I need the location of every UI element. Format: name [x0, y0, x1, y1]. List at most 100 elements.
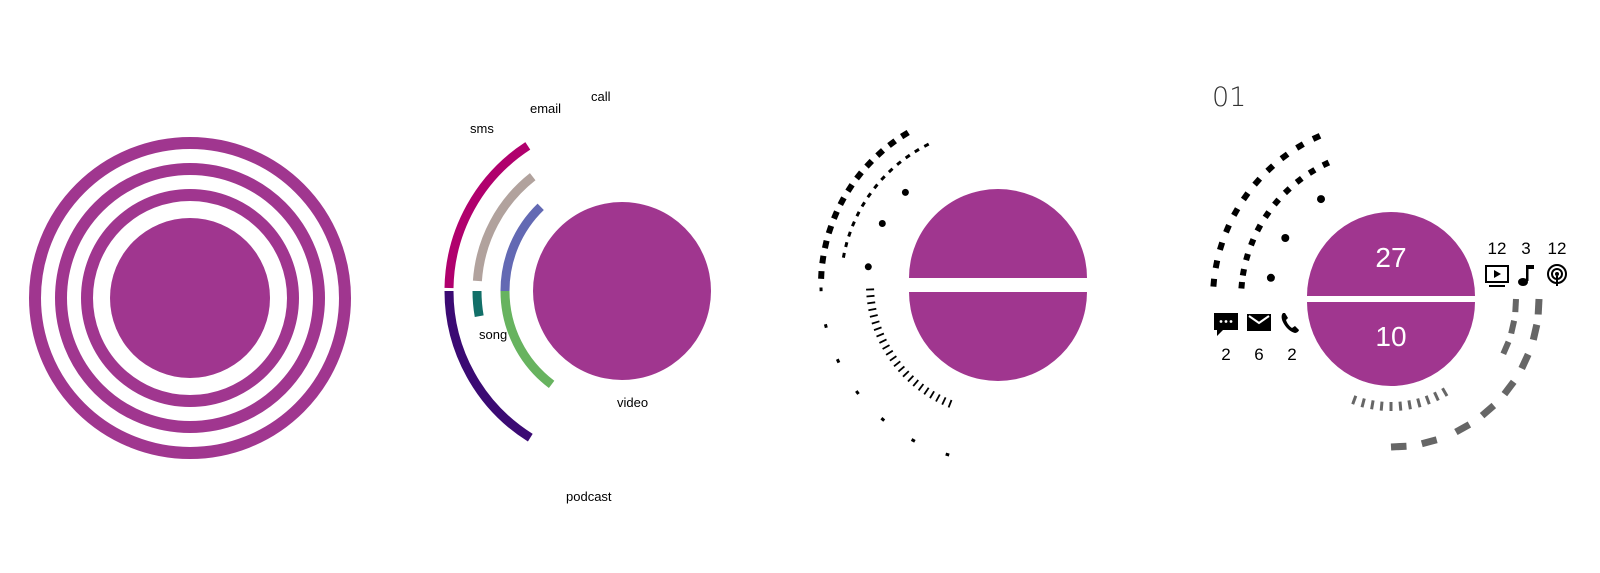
inner-lower-arc-tick [873, 326, 882, 331]
envelope-icon [1247, 314, 1271, 331]
category-arcs-diagram: sms email call song video podcast [444, 89, 711, 504]
video-arc-tick [1379, 401, 1384, 411]
label-podcast: podcast [566, 489, 612, 504]
ring-outer [29, 137, 351, 459]
email-arc-dash [1294, 176, 1304, 185]
ring-inner [81, 189, 299, 407]
email-arc-dash [1307, 167, 1317, 176]
podcast-arc-dash [1518, 352, 1532, 370]
outer-arc-dash [854, 170, 864, 181]
inner-arc-dot [864, 263, 872, 271]
label-video: video [617, 395, 648, 410]
sms-arc-dash [1252, 176, 1263, 187]
email-arc-dash [1239, 268, 1247, 277]
outer-arc-dash [875, 148, 886, 158]
middle-arc-dash [914, 148, 920, 154]
arc-sms [444, 142, 531, 289]
middle-arc-dash [904, 153, 911, 160]
bottom-value: 10 [1375, 321, 1406, 352]
inner-lower-arc-tick [917, 383, 925, 391]
outer-arc-dash [831, 210, 840, 220]
sms-arc-dash [1212, 259, 1221, 269]
middle-arc-dash [866, 192, 872, 199]
arc-call [500, 203, 544, 292]
song-arc-dash [1500, 340, 1512, 355]
sms-arc-dash [1210, 278, 1218, 287]
podcast-arc-dash [1529, 323, 1541, 341]
sms-arc-dash [1231, 207, 1241, 217]
outer-arc-dash [900, 129, 910, 140]
video-arc-tick [1416, 398, 1422, 408]
sms-arc-dash [1240, 191, 1251, 202]
video-arc-tick [1370, 400, 1375, 410]
disc-top-half [1307, 212, 1475, 296]
outer-arc-dash [825, 224, 835, 235]
count-song: 3 [1521, 239, 1530, 258]
middle-arc-dash [873, 183, 879, 190]
split-disc-top-half [909, 189, 1087, 278]
inner-arc-dot [901, 188, 909, 196]
outer-lower-arc-dash [823, 323, 828, 329]
count-email: 6 [1254, 345, 1263, 364]
middle-arc-dash [887, 167, 894, 174]
dotted-arc-group [818, 129, 953, 457]
middle-arc-dash [847, 231, 852, 237]
video-arc-tick [1433, 391, 1440, 402]
video-arc-tick [1441, 387, 1449, 397]
dashboard-diagram: 01 27 10 2 6 2 12 3 12 [1210, 82, 1567, 451]
inner-lower-arc-tick [871, 320, 880, 325]
video-arc-tick [1360, 398, 1366, 408]
middle-arc-dash [851, 221, 856, 227]
inner-lower-arc-tick [907, 375, 915, 383]
center-disc [533, 202, 711, 380]
outer-arc-dash [837, 196, 847, 207]
inner-lower-arc-tick [893, 360, 901, 368]
count-call: 2 [1287, 345, 1296, 364]
inner-lower-arc-tick [869, 314, 878, 318]
outer-arc-dash [887, 138, 897, 148]
outer-lower-arc-dash [945, 452, 950, 457]
label-call: call [591, 89, 611, 104]
inner-lower-arc-tick [867, 301, 876, 305]
inner-lower-arc-tick [902, 370, 910, 378]
inner-arc-dot [878, 220, 886, 227]
arc-email [472, 173, 536, 282]
outer-lower-arc-dash [910, 438, 916, 443]
call-arc-dot [1317, 195, 1325, 204]
page-number: 01 [1212, 82, 1246, 113]
center-disc [110, 218, 270, 378]
call-arc-dot [1266, 273, 1275, 282]
count-podcast: 12 [1548, 239, 1567, 258]
top-value: 27 [1375, 242, 1406, 273]
inner-lower-arc-tick [935, 394, 941, 402]
sms-arc-dash [1223, 224, 1232, 234]
video-arc-tick [1424, 395, 1431, 405]
outer-arc-dash [845, 183, 855, 193]
indicator-arc-group [1210, 133, 1543, 451]
inner-lower-arc-tick [912, 379, 919, 387]
concentric-rings-diagram [29, 137, 351, 459]
inner-lower-arc-tick [889, 355, 897, 362]
podcast-arc-dash [1501, 379, 1517, 397]
outer-lower-arc-dash [880, 417, 886, 422]
middle-arc-dash [896, 160, 902, 166]
video-arc-tick [1351, 395, 1358, 405]
label-email: email [530, 101, 561, 116]
dotted-arcs-diagram [818, 129, 1087, 457]
email-arc-dash [1321, 159, 1331, 169]
count-sms: 2 [1221, 345, 1230, 364]
podcast-arc-dash [1390, 442, 1407, 451]
inner-lower-arc-tick [923, 387, 930, 395]
video-arc-tick [1398, 401, 1403, 411]
sms-arc-dash [1279, 151, 1290, 162]
podcast-arc-dash [1479, 402, 1497, 419]
song-arc-dash [1512, 298, 1519, 313]
outer-arc-dash [821, 240, 830, 249]
ring-middle [55, 163, 325, 433]
video-arc-tick [1407, 400, 1412, 410]
split-disc-bottom-half [909, 292, 1087, 381]
email-arc-dash [1282, 186, 1292, 196]
inner-lower-arc-tick [866, 294, 875, 298]
outer-lower-arc-dash [855, 390, 860, 395]
